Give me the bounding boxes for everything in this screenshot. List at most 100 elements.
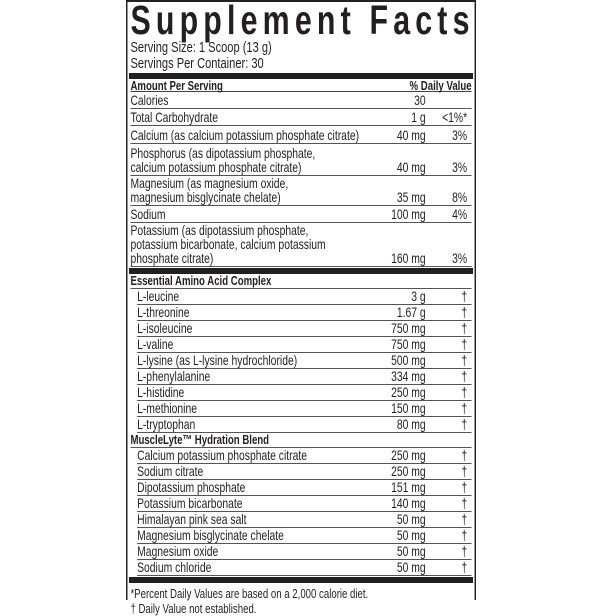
serving-size: Serving Size: 1 Scoop (13 g) xyxy=(130,39,272,56)
nutrient-dv: † xyxy=(461,559,468,575)
nutrient-name: Total Carbohydrate xyxy=(130,109,218,125)
nutrient-name: Magnesium (as magnesium oxide, magnesium… xyxy=(130,175,289,205)
nutrient-amount: 40 mg xyxy=(396,159,426,175)
nutrient-row: Sodium chloride 50 mg † xyxy=(137,559,472,576)
nutrient-row: Magnesium oxide 50 mg † xyxy=(137,543,472,560)
nutrient-dv: † xyxy=(461,543,468,559)
nutrient-dv: 3% xyxy=(452,159,468,175)
nutrient-row: Phosphorus (as dipotassium phosphate, ca… xyxy=(130,144,472,176)
nutrient-dv: † xyxy=(461,384,468,400)
nutrient-amount: 250 mg xyxy=(391,447,426,463)
nutrient-name: L-phenylalanine xyxy=(137,368,211,384)
nutrient-amount: 50 mg xyxy=(396,527,426,543)
nutrient-row: Dipotassium phosphate 151 mg † xyxy=(137,479,472,496)
nutrient-amount: 35 mg xyxy=(396,189,426,205)
blend-list: Calcium potassium phosphate citrate 250 m… xyxy=(130,447,472,576)
nutrient-name: L-methionine xyxy=(137,400,197,416)
nutrient-amount: 140 mg xyxy=(391,495,426,511)
nutrient-row: Potassium (as dipotassium phosphate, pot… xyxy=(130,222,472,267)
nutrient-name: Calories xyxy=(130,92,169,108)
nutrient-dv: † xyxy=(461,288,468,304)
dv-header: % Daily Value xyxy=(409,78,472,93)
nutrient-row: Calories 30 xyxy=(130,92,472,109)
nutrient-name: Sodium citrate xyxy=(137,463,204,479)
nutrient-row: Magnesium (as magnesium oxide, magnesium… xyxy=(130,175,472,206)
nutrient-name: Calcium (as calcium potassium phosphate … xyxy=(130,127,360,143)
nutrient-name: L-leucine xyxy=(137,288,180,304)
divider-thick xyxy=(128,268,474,274)
nutrient-name: L-lysine (as L-lysine hydrochloride) xyxy=(137,352,298,368)
nutrient-name: L-tryptophan xyxy=(137,416,196,432)
label-title: Supplement Facts xyxy=(130,0,475,43)
nutrient-row: Sodium 100 mg 4% xyxy=(130,206,472,223)
main-nutrients: Calories 30 Total Carbohydrate 1 g <1%* Calci… xyxy=(130,92,472,267)
nutrient-dv: † xyxy=(461,352,468,368)
nutrient-name: Dipotassium phosphate xyxy=(137,479,246,495)
nutrient-amount: 50 mg xyxy=(396,511,426,527)
nutrient-name: L-histidine xyxy=(137,384,185,400)
nutrient-dv: 8% xyxy=(452,189,468,205)
nutrient-name: Calcium potassium phosphate citrate xyxy=(137,447,307,463)
nutrient-amount: 150 mg xyxy=(391,400,426,416)
nutrient-amount: 50 mg xyxy=(396,559,426,575)
nutrient-name: Himalayan pink sea salt xyxy=(137,511,247,527)
nutrient-amount: 334 mg xyxy=(391,368,426,384)
servings-per-container: Servings Per Container: 30 xyxy=(130,55,264,72)
nutrient-amount: 250 mg xyxy=(391,384,426,400)
nutrient-dv: 3% xyxy=(452,127,468,143)
nutrient-dv: † xyxy=(461,320,468,336)
nutrient-row: Calcium (as calcium potassium phosphate … xyxy=(130,126,472,144)
column-header: Amount Per Serving % Daily Value xyxy=(130,78,472,93)
nutrient-amount: 500 mg xyxy=(391,352,426,368)
nutrient-amount: 1 g xyxy=(411,109,426,125)
nutrient-amount: 750 mg xyxy=(391,320,426,336)
nutrient-row: L-leucine 3 g † xyxy=(137,288,472,305)
nutrient-amount: 100 mg xyxy=(391,206,426,222)
nutrient-name: Phosphorus (as dipotassium phosphate, ca… xyxy=(130,145,316,175)
nutrient-name: L-threonine xyxy=(137,304,190,320)
nutrient-amount: 50 mg xyxy=(396,543,426,559)
supplement-facts-label: Supplement Facts Serving Size: 1 Scoop (… xyxy=(126,0,477,616)
nutrient-name: Potassium (as dipotassium phosphate, pot… xyxy=(130,222,326,266)
nutrient-row: Total Carbohydrate 1 g <1%* xyxy=(130,109,472,126)
nutrient-row: L-valine 750 mg † xyxy=(137,336,472,353)
nutrient-row: L-methionine 150 mg † xyxy=(137,400,472,417)
nutrient-row: Calcium potassium phosphate citrate 250 m… xyxy=(137,447,472,464)
nutrient-dv: † xyxy=(461,479,468,495)
nutrient-row: L-lysine (as L-lysine hydrochloride) 500 … xyxy=(137,352,472,369)
nutrient-row: Magnesium bisglycinate chelate 50 mg † xyxy=(137,527,472,544)
amino-list: L-leucine 3 g † L-threonine 1.67 g † L-isoleuc… xyxy=(130,288,472,433)
nutrient-dv: † xyxy=(461,495,468,511)
amount-header: Amount Per Serving xyxy=(130,78,223,93)
nutrient-name: Sodium xyxy=(130,206,166,222)
nutrient-dv: † xyxy=(461,463,468,479)
nutrient-row: Potassium bicarbonate 140 mg † xyxy=(137,495,472,512)
nutrient-dv: † xyxy=(461,527,468,543)
nutrient-dv: 4% xyxy=(452,206,468,222)
nutrient-dv: 3% xyxy=(452,250,468,266)
nutrient-row: L-histidine 250 mg † xyxy=(137,384,472,401)
nutrient-name: L-isoleucine xyxy=(137,320,193,336)
nutrient-name: L-valine xyxy=(137,336,174,352)
nutrient-dv: † xyxy=(461,368,468,384)
divider-thick xyxy=(128,73,474,79)
nutrient-amount: 3 g xyxy=(411,288,426,304)
nutrient-name: Magnesium oxide xyxy=(137,543,219,559)
nutrient-dv: † xyxy=(461,447,468,463)
nutrient-amount: 151 mg xyxy=(391,479,426,495)
nutrient-dv: † xyxy=(461,304,468,320)
nutrient-amount: 750 mg xyxy=(391,336,426,352)
nutrient-dv: † xyxy=(461,400,468,416)
nutrient-amount: 250 mg xyxy=(391,463,426,479)
divider-thick xyxy=(128,577,474,583)
footnote-dv: *Percent Daily Values are based on a 2,0… xyxy=(130,586,369,601)
nutrient-row: L-threonine 1.67 g † xyxy=(137,304,472,321)
nutrient-name: Sodium chloride xyxy=(137,559,212,575)
amino-section-title: Essential Amino Acid Complex xyxy=(130,274,472,289)
nutrient-dv: † xyxy=(461,416,468,432)
nutrient-row: L-isoleucine 750 mg † xyxy=(137,320,472,337)
nutrient-row: L-phenylalanine 334 mg † xyxy=(137,368,472,385)
blend-section-title: MuscleLyte™ Hydration Blend xyxy=(130,433,472,448)
nutrient-name: Potassium bicarbonate xyxy=(137,495,243,511)
nutrient-amount: 160 mg xyxy=(391,250,426,266)
